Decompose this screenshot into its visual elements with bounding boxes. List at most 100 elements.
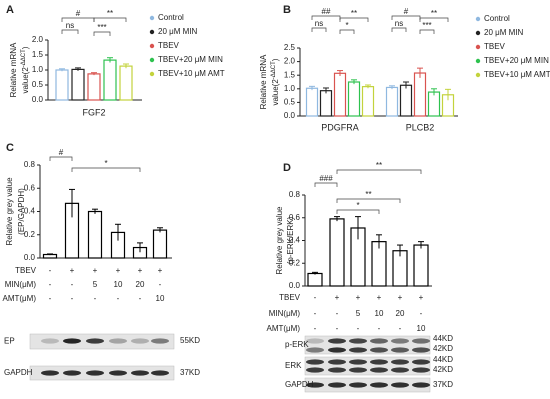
sig-label: ** — [107, 9, 113, 18]
panel-label: B — [283, 4, 291, 16]
y-tick-label: 0.0 — [24, 253, 36, 262]
bar — [385, 86, 399, 117]
blot-band — [63, 370, 81, 376]
blot-band — [328, 359, 346, 365]
blot-band — [370, 367, 388, 373]
sig-label: ** — [365, 190, 371, 199]
blot-band — [349, 367, 367, 373]
y-axis-label: Relative grey value — [275, 206, 284, 275]
blot-band — [370, 382, 388, 388]
blot-band — [391, 359, 409, 365]
legend-label: TBEV — [484, 42, 506, 51]
sig-bracket — [93, 31, 111, 36]
sig-label: # — [59, 148, 64, 157]
blot-band — [412, 382, 430, 388]
legend-marker — [149, 57, 155, 63]
blot-label: GAPDH — [4, 368, 33, 377]
condition-value: 10 — [375, 309, 384, 318]
sig-bracket — [391, 27, 407, 32]
sig-label: * — [356, 201, 359, 210]
condition-value: + — [419, 293, 424, 302]
sig-bracket — [93, 17, 127, 22]
condition-value: - — [336, 324, 339, 333]
blot-size: 37KD — [433, 380, 453, 389]
legend-marker — [475, 58, 481, 64]
bar — [307, 272, 323, 287]
y-axis-label: value(2-ΔΔCT) — [21, 46, 31, 93]
condition-value: - — [139, 294, 142, 303]
condition-value: + — [158, 266, 163, 275]
condition-value: - — [399, 324, 402, 333]
condition-value: 10 — [114, 280, 123, 289]
blot-band — [328, 367, 346, 373]
blot-band — [391, 338, 409, 344]
sig-label: *** — [97, 23, 106, 32]
x-tick-label: PLCB2 — [406, 122, 435, 132]
bar — [103, 59, 117, 101]
bar — [347, 81, 361, 117]
x-tick-label: PDGFRA — [321, 122, 359, 132]
sig-bracket — [314, 182, 338, 187]
legend-label: TBEV+10 μM AMT — [158, 69, 225, 78]
sig-label: ns — [315, 19, 323, 28]
y-tick-label: 2.0 — [32, 35, 44, 44]
label-part: value(2 — [21, 67, 30, 94]
condition-value: - — [49, 294, 52, 303]
y-tick-label: 0.8 — [24, 160, 36, 169]
legend-marker — [475, 72, 481, 78]
sig-label: # — [404, 7, 409, 16]
condition-value: - — [71, 294, 74, 303]
condition-value: 5 — [93, 280, 98, 289]
y-tick-label: 0.8 — [289, 190, 301, 199]
legend-label: TBEV+20 μM MIN — [158, 55, 223, 64]
blot-strip — [304, 356, 431, 376]
condition-value: + — [335, 293, 340, 302]
bar — [413, 244, 429, 287]
y-tick-label: 1.0 — [284, 84, 296, 93]
condition-value: - — [49, 266, 52, 275]
condition-label: AMT(μM) — [3, 294, 37, 303]
condition-value: + — [116, 266, 121, 275]
condition-value: 20 — [396, 309, 405, 318]
label-part: ) — [271, 58, 280, 61]
y-tick-label: 1.5 — [284, 70, 296, 79]
blot-band — [131, 338, 149, 344]
blot-band — [86, 338, 104, 344]
blot-band — [109, 338, 127, 344]
blot-size: 44KD — [433, 334, 453, 343]
blot-label: ERK — [285, 361, 302, 370]
sig-bracket — [311, 27, 327, 32]
condition-value: + — [138, 266, 143, 275]
condition-value: - — [159, 280, 162, 289]
blot-band — [412, 359, 430, 365]
blot-band — [349, 382, 367, 388]
sig-bracket — [49, 156, 73, 161]
blot-band — [328, 347, 346, 353]
legend-marker — [149, 29, 155, 35]
condition-value: 10 — [156, 294, 165, 303]
sig-label: ns — [66, 21, 74, 30]
label-part: value(2 — [271, 79, 280, 106]
y-tick-label: 1.5 — [32, 50, 44, 59]
blot-band — [328, 338, 346, 344]
sig-label: * — [104, 159, 107, 168]
y-axis-label: value(2-ΔΔCT) — [271, 58, 281, 105]
condition-value: + — [70, 266, 75, 275]
x-tick-label: FGF2 — [82, 107, 105, 117]
condition-value: - — [336, 309, 339, 318]
sig-bracket — [71, 167, 141, 172]
y-tick-label: 0.4 — [24, 207, 36, 216]
sig-label: *** — [422, 21, 431, 30]
blot-band — [109, 370, 127, 376]
condition-value: - — [314, 324, 317, 333]
condition-value: + — [377, 293, 382, 302]
y-tick-label: 0.6 — [24, 183, 36, 192]
legend-marker — [475, 44, 481, 50]
bar — [152, 229, 168, 259]
y-tick-label: 0.5 — [284, 98, 296, 107]
blot-band — [131, 370, 149, 376]
label-sup: -ΔΔCT — [21, 49, 27, 67]
bar — [55, 69, 69, 101]
